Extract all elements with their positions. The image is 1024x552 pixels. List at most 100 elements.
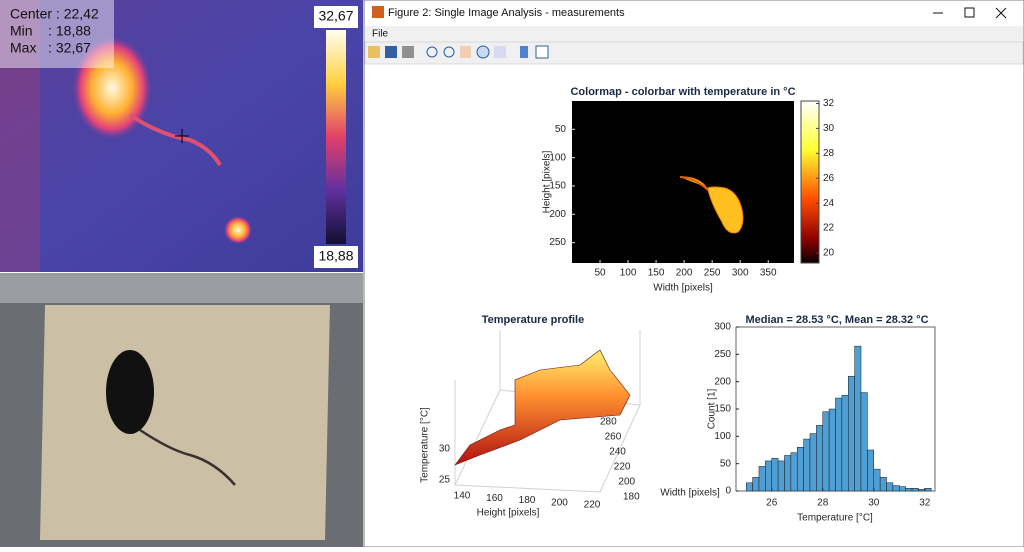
- hist-bar: [771, 457, 779, 492]
- open-icon[interactable]: [368, 46, 380, 58]
- figure-window: [363, 0, 1024, 548]
- datatip-icon[interactable]: [494, 46, 506, 58]
- x-tick-label: 150: [648, 268, 665, 279]
- y-tick-label: 50: [720, 458, 732, 469]
- y-tick-label: 300: [714, 322, 731, 333]
- x-tick-label: 200: [676, 268, 693, 279]
- y-tick-label: 250: [549, 237, 566, 248]
- y-tick-label: 200: [618, 477, 635, 488]
- close-button[interactable]: [995, 7, 1007, 19]
- print-icon[interactable]: [402, 46, 414, 58]
- y-tick-label: 280: [600, 417, 617, 428]
- y-tick-label: 200: [549, 209, 566, 220]
- photo-wall: [0, 273, 363, 303]
- colormap-title: Colormap - colorbar with temperature in …: [570, 86, 795, 98]
- hist-bar: [822, 411, 830, 492]
- x-tick-label: 160: [486, 493, 503, 504]
- pan-icon[interactable]: [460, 46, 471, 58]
- tail-colormap: [679, 176, 709, 191]
- hist-bar: [854, 345, 862, 492]
- hist-bar: [924, 488, 932, 492]
- hist-bar: [765, 460, 772, 492]
- hist-bar: [809, 433, 817, 492]
- y-tick-label: 240: [609, 447, 626, 458]
- x-tick-label: 220: [584, 500, 601, 511]
- colorbar-tick-label: 26: [823, 173, 835, 184]
- hist-bar: [848, 375, 855, 492]
- x-tick-label: 32: [919, 498, 931, 509]
- hist-bar: [899, 486, 906, 492]
- x-tick-label: 350: [760, 268, 777, 279]
- thermal-edge: [0, 0, 40, 272]
- hist-bar: [828, 408, 836, 492]
- colormap-ylabel: Height [pixels]: [542, 150, 553, 213]
- profile-box: [454, 330, 641, 493]
- hist-xlabel: Temperature [°C]: [797, 513, 873, 524]
- toolbar: [364, 41, 1024, 65]
- colormap-colorbar: [800, 100, 820, 264]
- profile-zlabel: Temperature [°C]: [420, 407, 431, 483]
- x-tick-label: 140: [454, 491, 471, 502]
- hist-bar: [790, 452, 798, 492]
- maximize-button[interactable]: [964, 7, 975, 18]
- y-tick-label: 50: [555, 124, 567, 135]
- z-tick-label: 25: [439, 475, 451, 486]
- hist-bar: [886, 482, 894, 492]
- hist-ylabel: Count [1]: [707, 388, 718, 429]
- x-tick-label: 100: [620, 268, 637, 279]
- hist-bar: [905, 488, 913, 492]
- z-tick-label: 30: [439, 444, 451, 455]
- hist-bar: [758, 466, 766, 492]
- hist-bar: [784, 455, 792, 492]
- bedding: [40, 305, 330, 540]
- colorbar-tick-label: 28: [823, 148, 835, 159]
- y-tick-label: 180: [623, 492, 640, 503]
- x-tick-label: 200: [551, 497, 568, 508]
- hist-bar: [835, 397, 843, 492]
- y-tick-label: 250: [714, 349, 731, 360]
- colorbar-tick-label: 22: [823, 223, 835, 234]
- colormap-image: [572, 101, 794, 263]
- hist-bar: [841, 395, 849, 492]
- app-icon: [372, 6, 384, 18]
- colorbar-tick-label: 30: [823, 123, 835, 134]
- mouse: [106, 350, 154, 434]
- rotate-icon[interactable]: [476, 45, 490, 59]
- colorbar-icon[interactable]: [520, 46, 528, 58]
- hist-bar: [796, 447, 804, 492]
- colorbar-tick-label: 20: [823, 248, 835, 259]
- tail-heat: [128, 113, 222, 167]
- mouse-tail: [139, 428, 236, 486]
- hist-bar: [816, 425, 823, 492]
- hist-bar: [879, 477, 887, 492]
- cbar-max-box: [314, 6, 358, 28]
- thermal-colorbar: [326, 30, 346, 244]
- hist-bar: [911, 488, 919, 492]
- zoom-in-icon[interactable]: [426, 46, 438, 58]
- x-tick-label: 180: [519, 495, 536, 506]
- toolbar-icons: [368, 45, 549, 59]
- hist-bar: [803, 438, 811, 492]
- x-tick-label: 28: [817, 498, 829, 509]
- profile-title: Temperature profile: [482, 314, 585, 326]
- hist-bar: [918, 489, 926, 492]
- menu-file[interactable]: File: [372, 29, 389, 40]
- hist-bar: [892, 485, 900, 492]
- y-tick-label: 150: [714, 404, 731, 415]
- colorbar-tick-label: 32: [823, 98, 835, 109]
- profile-surface: [454, 349, 631, 466]
- save-icon[interactable]: [385, 46, 397, 58]
- profile-ylabel: Width [pixels]: [660, 488, 720, 499]
- profile-xlabel: Height [pixels]: [477, 508, 540, 519]
- legend-icon[interactable]: [535, 45, 549, 59]
- hist-bar: [860, 392, 868, 492]
- hist-bar: [867, 449, 875, 492]
- stat-min: Min : 18,88: [10, 23, 91, 39]
- y-tick-label: 260: [605, 432, 622, 443]
- spot-heat: [224, 216, 252, 244]
- cbar-max: 32,67: [318, 8, 353, 24]
- y-tick-label: 220: [614, 462, 631, 473]
- zoom-out-icon[interactable]: [443, 46, 455, 58]
